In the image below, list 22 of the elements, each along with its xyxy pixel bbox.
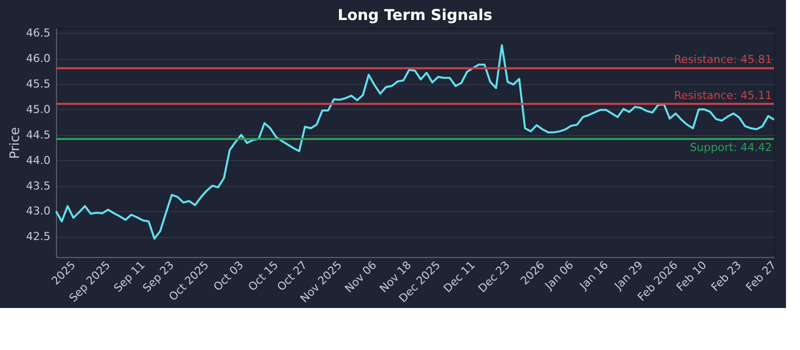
y-tick-label: 43.0	[26, 204, 50, 218]
x-tick-label: Feb 23	[708, 258, 744, 294]
y-tick-label: 45.5	[26, 77, 50, 90]
x-tick-label: Dec 11	[441, 258, 478, 296]
x-tick-label: Nov 06	[342, 258, 380, 296]
line-series	[55, 44, 775, 240]
y-axis-title: Price	[8, 127, 24, 159]
y-tick-label: 44.0	[26, 154, 50, 167]
y-tick-label: 46.0	[26, 52, 50, 66]
x-tick-label: Oct 03	[211, 258, 246, 294]
y-tick-label: 44.5	[26, 128, 50, 142]
y-tick-label: 46.5	[26, 26, 50, 40]
ref-line-label: Resistance: 45.81	[674, 53, 772, 66]
y-tick-label: 45.0	[26, 102, 50, 116]
y-tick-label: 42.5	[26, 230, 50, 244]
x-tick-label: Feb 27	[743, 258, 779, 294]
y-tick-label: 43.5	[26, 179, 50, 192]
chart-title: Long Term Signals	[338, 6, 492, 24]
x-tick-label: Dec 23	[476, 258, 512, 296]
ref-line-label: Support: 44.42	[690, 140, 772, 154]
x-tick-label: Jan 16	[576, 258, 611, 293]
ref-line-label: Resistance: 45.11	[674, 88, 772, 102]
